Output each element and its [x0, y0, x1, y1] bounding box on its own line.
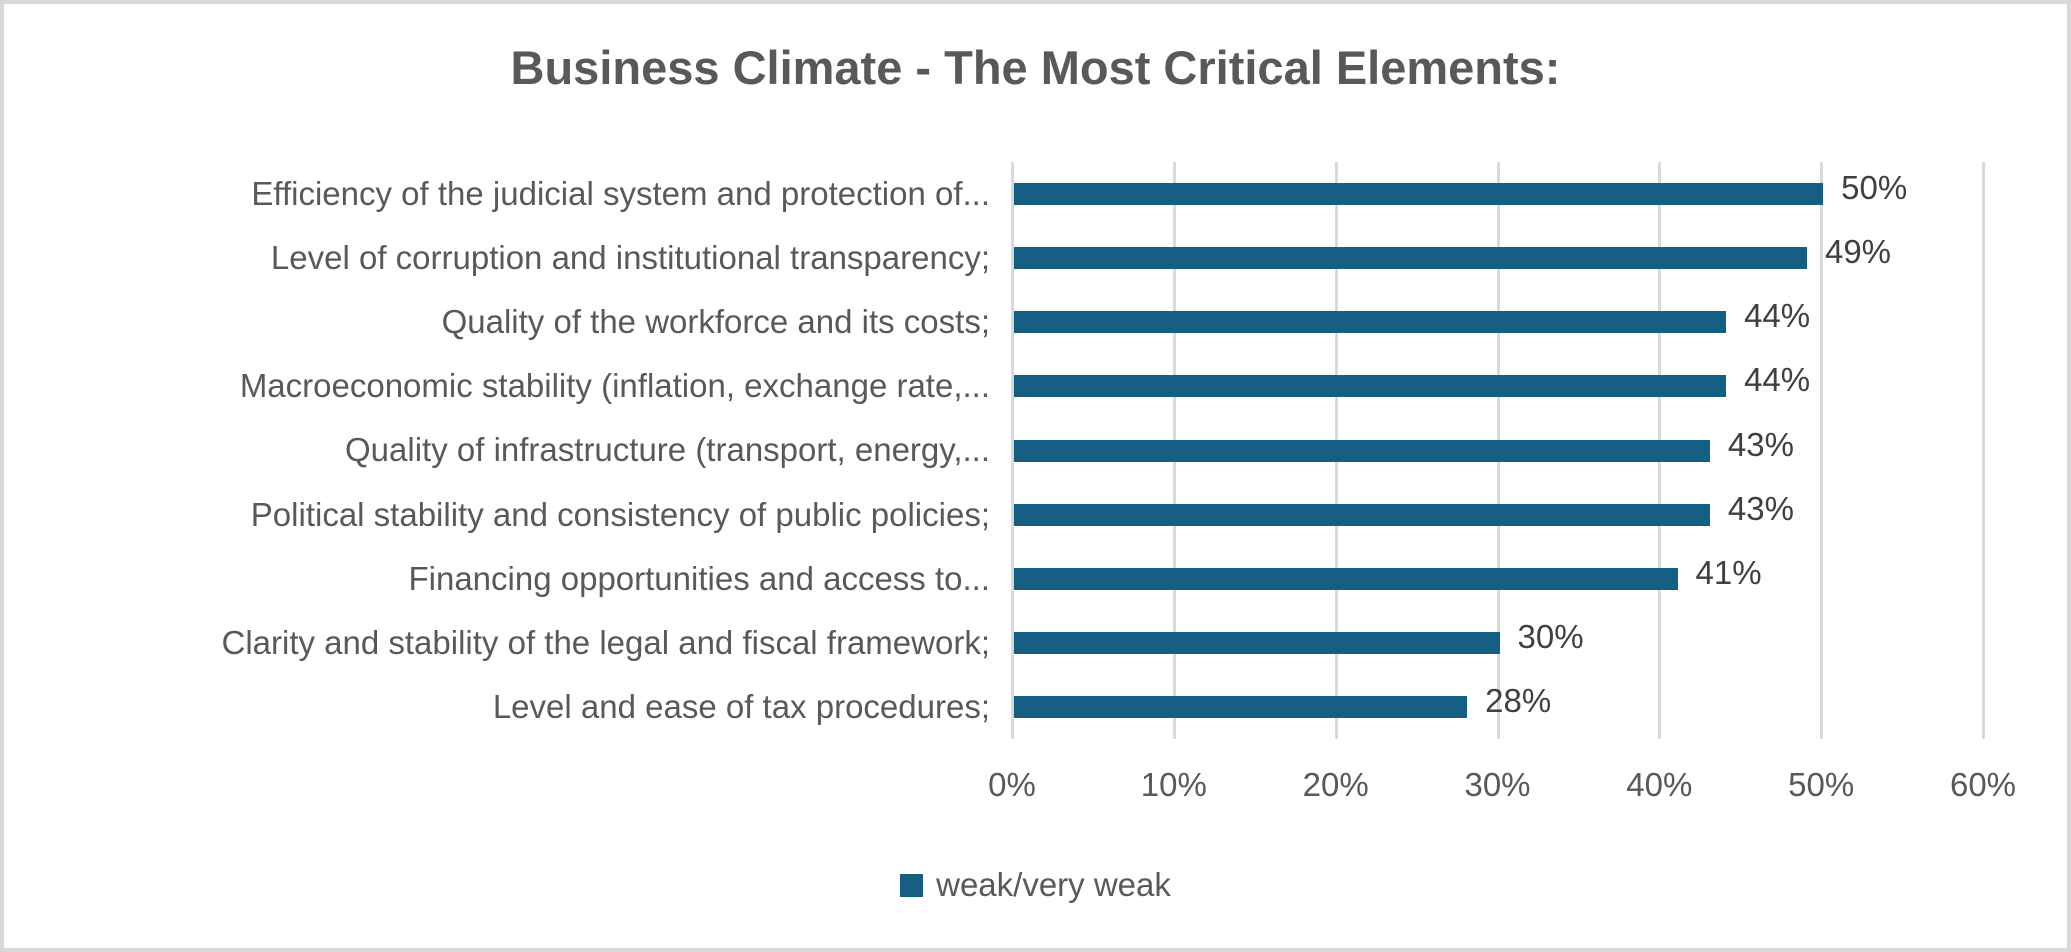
- gridline-60: [1982, 162, 1985, 739]
- bar-value-label-8: 28%: [1485, 681, 1552, 719]
- bar-value-label-0: 50%: [1841, 169, 1908, 207]
- bar-value-label-2: 44%: [1744, 297, 1811, 335]
- legend-label: weak/very weak: [936, 866, 1171, 903]
- x-tick-label-50%: 50%: [1788, 766, 1855, 803]
- category-label-2: Quality of the workforce and its costs;: [441, 303, 990, 341]
- bar-6: [1014, 567, 1678, 590]
- legend-swatch-icon: [900, 873, 924, 897]
- category-axis: Efficiency of the judicial system and pr…: [4, 162, 1000, 739]
- category-label-7: Clarity and stability of the legal and f…: [221, 623, 990, 661]
- category-label-4: Quality of infrastructure (transport, en…: [345, 431, 990, 469]
- x-tick-label-10%: 10%: [1140, 766, 1207, 803]
- bar-0: [1014, 183, 1824, 206]
- x-tick-label-40%: 40%: [1626, 766, 1693, 803]
- plot-area: 50% 49% 44% 44% 43% 43% 41% 30% 28%: [1011, 162, 1985, 739]
- category-label-6: Financing opportunities and access to...: [408, 559, 990, 597]
- bar-2: [1014, 311, 1727, 334]
- legend: weak/very weak: [4, 866, 2067, 904]
- value-axis: 0% 10% 20% 30% 40% 50% 60%: [4, 766, 2067, 810]
- bar-7: [1014, 631, 1500, 654]
- category-label-3: Macroeconomic stability (inflation, exch…: [239, 367, 990, 405]
- gridline-0: [1011, 162, 1014, 739]
- category-label-0: Efficiency of the judicial system and pr…: [251, 175, 990, 213]
- bar-1: [1014, 247, 1807, 270]
- bar-value-label-7: 30%: [1517, 617, 1584, 655]
- bar-4: [1014, 439, 1710, 462]
- bar-value-label-6: 41%: [1695, 553, 1762, 591]
- bar-8: [1014, 695, 1468, 718]
- bar-value-label-1: 49%: [1824, 233, 1892, 271]
- category-label-1: Level of corruption and institutional tr…: [270, 239, 990, 277]
- bar-value-label-4: 43%: [1727, 425, 1794, 463]
- bar-3: [1014, 375, 1727, 398]
- category-label-5: Political stability and consistency of p…: [250, 495, 990, 533]
- bar-value-label-3: 44%: [1744, 361, 1811, 399]
- x-tick-label-30%: 30%: [1464, 766, 1531, 803]
- category-label-8: Level and ease of tax procedures;: [492, 687, 990, 725]
- gridline-50: [1820, 162, 1824, 739]
- x-tick-label-20%: 20%: [1302, 766, 1369, 803]
- bar-value-label-5: 43%: [1727, 489, 1794, 527]
- x-tick-label-0%: 0%: [988, 766, 1036, 803]
- x-tick-label-60%: 60%: [1949, 766, 2017, 803]
- bar-5: [1014, 503, 1710, 526]
- chart-title: Business Climate - The Most Critical Ele…: [510, 41, 1561, 94]
